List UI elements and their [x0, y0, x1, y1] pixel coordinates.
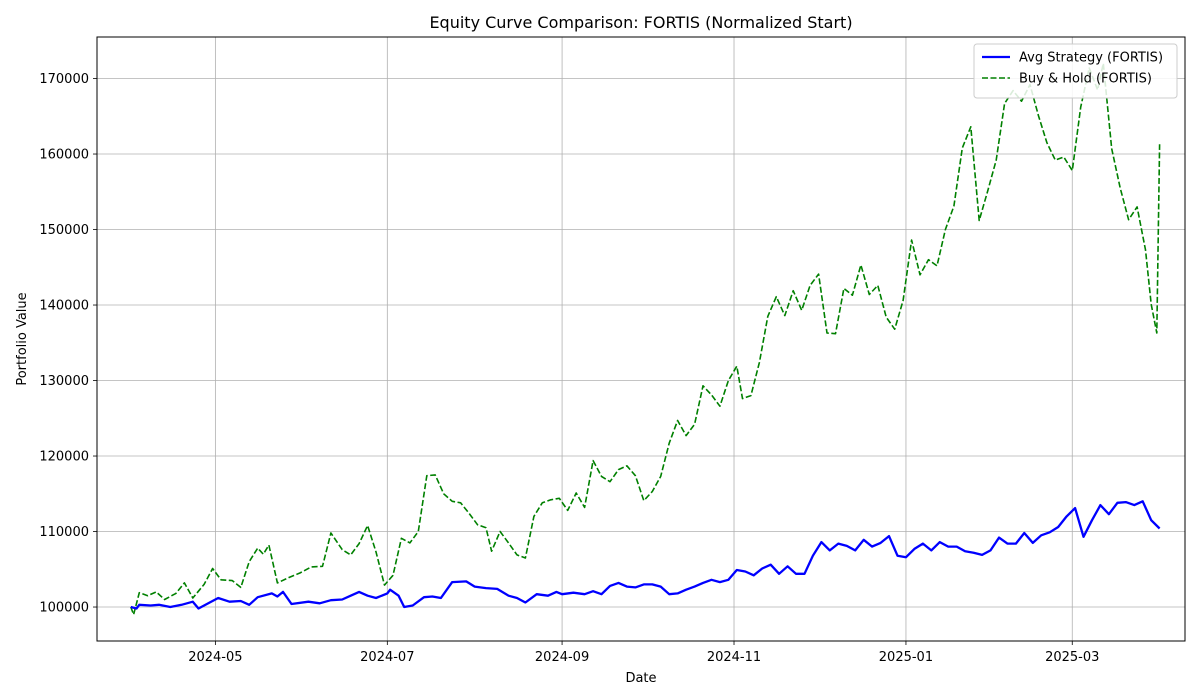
y-tick-label: 100000 [39, 601, 89, 616]
legend-label: Buy & Hold (FORTIS) [1019, 72, 1152, 87]
legend: Avg Strategy (FORTIS) Buy & Hold (FORTIS) [973, 43, 1178, 99]
x-tick-label: 2024-11 [707, 650, 761, 665]
y-tick-label: 160000 [39, 148, 89, 163]
y-tick-label: 130000 [39, 374, 89, 389]
x-tick-label: 2024-05 [188, 650, 242, 665]
y-tick-label: 150000 [39, 223, 89, 238]
y-tick-label: 140000 [39, 299, 89, 314]
avg-strategy-line [130, 500, 1161, 610]
x-axis-title: Date [625, 671, 656, 686]
x-tick-label: 2024-09 [535, 650, 589, 665]
chart-title: Equity Curve Comparison: FORTIS (Normali… [429, 13, 852, 32]
y-tick-label: 120000 [39, 450, 89, 465]
x-tick-label: 2024-07 [360, 650, 414, 665]
y-tick-label: 110000 [39, 525, 89, 540]
y-axis-title: Portfolio Value [15, 292, 30, 385]
axis-ticks: 2024-05 2024-07 2024-09 2024-11 2025-01 2025-… [39, 72, 1099, 665]
series-lines [130, 62, 1161, 616]
x-tick-label: 2025-01 [879, 650, 933, 665]
plot-frame [96, 36, 1186, 642]
legend-box [973, 43, 1178, 99]
buy-and-hold-line [130, 62, 1161, 616]
legend-label: Avg Strategy (FORTIS) [1019, 51, 1163, 66]
y-tick-label: 170000 [39, 72, 89, 87]
x-tick-label: 2025-03 [1045, 650, 1099, 665]
